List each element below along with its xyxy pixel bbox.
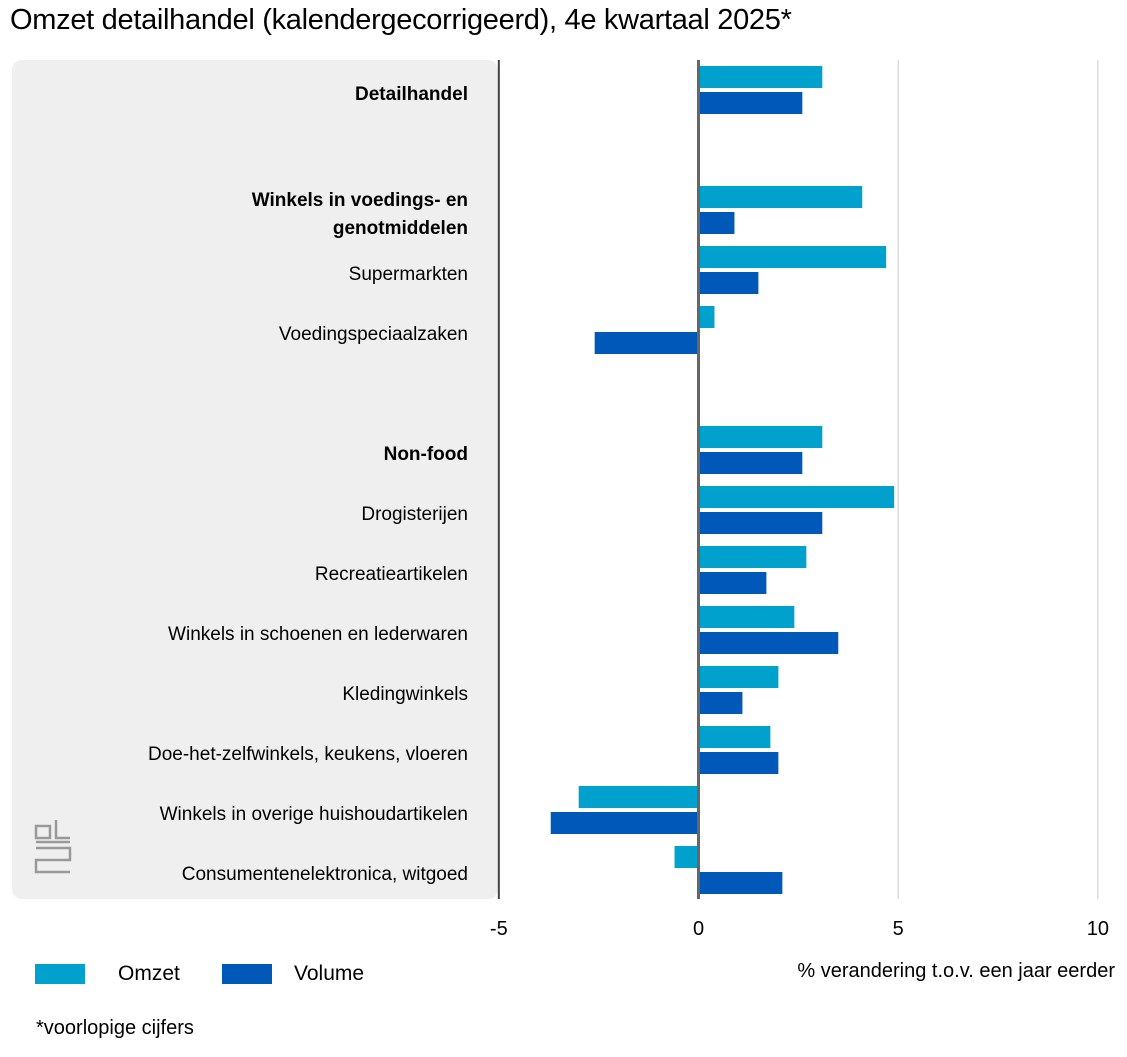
category-label: Supermarkten: [348, 264, 468, 285]
chart-title: Omzet detailhandel (kalendergecorrigeerd…: [10, 4, 792, 36]
x-tick-label: 10: [1086, 918, 1109, 940]
bar-omzet: [674, 846, 699, 868]
label-panel: [12, 60, 498, 899]
bar-omzet: [700, 246, 887, 268]
bar-volume: [700, 872, 783, 894]
category-label: Winkels in overige huishoudartikelen: [159, 804, 468, 825]
bar-omzet: [700, 66, 823, 88]
bar-omzet: [700, 426, 823, 448]
legend-label: Omzet: [118, 962, 180, 985]
category-label: Consumentenelektronica, witgoed: [181, 864, 468, 885]
bar-omzet: [700, 546, 807, 568]
bar-omzet: [700, 726, 771, 748]
bar-omzet: [700, 186, 863, 208]
bar-volume: [700, 692, 743, 714]
footnote: *voorlopige cijfers: [36, 1017, 194, 1039]
category-label: Recreatieartikelen: [314, 564, 468, 585]
legend-label: Volume: [294, 962, 365, 985]
bar-omzet: [700, 606, 795, 628]
legend-swatch-omzet: [35, 964, 85, 984]
cbs-logo: [34, 820, 72, 874]
bar-volume: [700, 212, 735, 234]
bar-volume: [700, 632, 839, 654]
bar-omzet: [578, 786, 699, 808]
x-tick-label: 0: [692, 918, 705, 940]
category-label: Doe-het-zelfwinkels, keukens, vloeren: [148, 744, 468, 765]
x-tick-label: -5: [489, 918, 508, 940]
bar-omzet: [700, 666, 779, 688]
bar-omzet: [700, 486, 895, 508]
legend-item-volume: Volume: [222, 962, 364, 986]
bar-volume: [700, 272, 759, 294]
category-label: Non-food: [383, 444, 468, 465]
bar-volume: [700, 572, 767, 594]
category-label: Detailhandel: [355, 84, 468, 105]
bar-volume: [700, 512, 823, 534]
bar-volume: [700, 452, 803, 474]
category-label: Drogisterijen: [361, 504, 468, 525]
bar-omzet: [700, 306, 715, 328]
x-axis-label: % verandering t.o.v. een jaar eerder: [797, 960, 1115, 982]
category-label: Winkels in voedings- en genotmiddelen: [251, 190, 468, 239]
category-label: Winkels in schoenen en lederwaren: [168, 624, 468, 645]
bar-volume: [550, 812, 699, 834]
x-tick-label: 5: [892, 918, 904, 940]
bar-volume: [700, 92, 803, 114]
category-label: Voedingspeciaalzaken: [278, 324, 468, 345]
bar-volume: [700, 752, 779, 774]
category-label: Kledingwinkels: [342, 684, 468, 705]
bar-volume: [594, 332, 699, 354]
legend-item-omzet: Omzet: [35, 962, 180, 986]
legend-swatch-volume: [222, 964, 272, 984]
